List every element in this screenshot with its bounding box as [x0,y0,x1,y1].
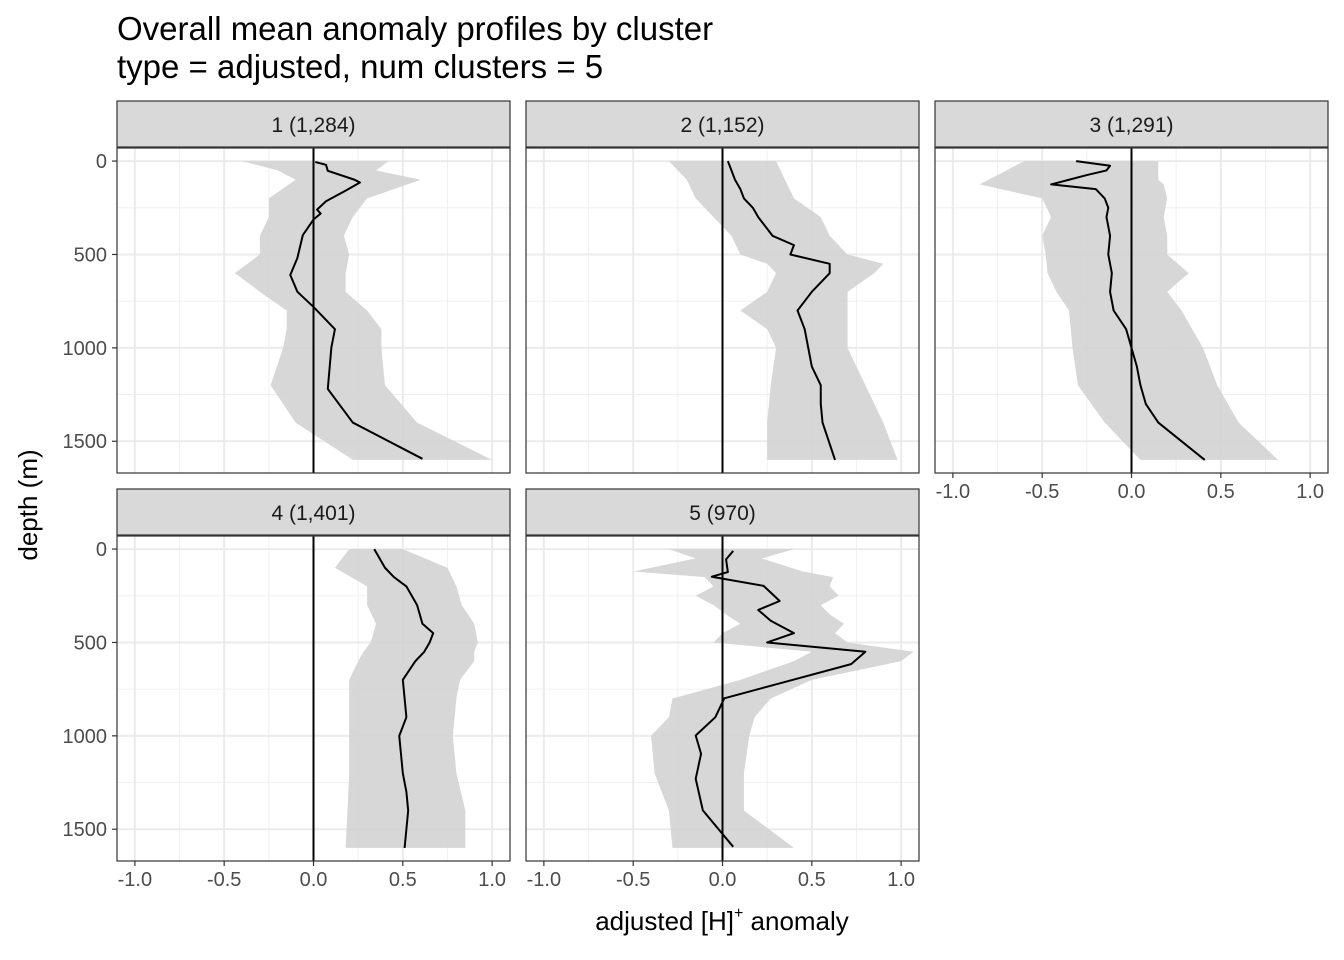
x-axis-title: adjusted [H]+ anomaly [595,905,849,936]
confidence-band [234,161,493,460]
confidence-band [334,549,478,848]
confidence-band [633,549,914,848]
x-tick-label: 0.0 [300,869,328,891]
x-tick-label: 1.0 [887,869,915,891]
confidence-band [668,161,898,460]
facet-panel: 2 (1,152) [525,100,920,474]
x-tick-label: 0.0 [1118,481,1146,503]
facet-panel: 3 (1,291) -1.0 -0.5 0.0 0.5 1.0 [934,100,1329,503]
facet-panel: 5 (970) -1.0 -0.5 0.0 0.5 1.0 [525,488,920,891]
y-tick-label: 1000 [63,338,108,360]
x-axis-title-sup: + [734,905,743,922]
y-tick-label: 500 [74,632,107,654]
x-tick-label: 0.5 [1207,481,1235,503]
y-tick-label: 1500 [63,819,108,841]
y-axis-title: depth (m) [13,449,43,560]
facet-panel: 1 (1,284) 0 500 1000 1500 [63,100,511,474]
panel-border [116,147,511,474]
y-tick-label: 1000 [63,726,108,748]
x-axis-title-suffix: anomaly [743,906,849,936]
mean-profile-line [1050,160,1206,461]
x-tick-label: 0.5 [389,869,417,891]
facet-strip [525,100,920,148]
x-tick-label: 0.0 [709,869,737,891]
mean-profile-line [726,160,836,461]
x-tick-label: 1.0 [478,869,506,891]
y-tick-label: 1500 [63,431,108,453]
x-axis-title-main: adjusted [H] [595,906,734,936]
facet-strip [116,100,511,148]
x-tick-label: -0.5 [616,869,650,891]
y-tick-label: 500 [74,244,107,266]
mean-profile-line [373,548,435,849]
y-tick-label: 0 [96,539,107,561]
mean-profile-line [289,161,423,460]
mean-profile-line [694,550,867,848]
facet-strip-label: 1 (1,284) [271,114,355,137]
facet-strip-label: 4 (1,401) [271,502,355,525]
confidence-band [979,161,1278,460]
x-tick-label: 0.5 [798,869,826,891]
facet-strip [525,488,920,536]
facet-strip-label: 5 (970) [689,502,756,525]
facet-strip-label: 3 (1,291) [1089,114,1173,137]
y-tick-label: 0 [96,151,107,173]
facet-panel: 4 (1,401) 0 500 1000 1500 -1.0 -0.5 0.0 0.5 1.0 [63,488,511,891]
x-tick-label: -1.0 [936,481,970,503]
panel-border [525,147,920,474]
x-tick-label: -1.0 [527,869,561,891]
x-tick-label: -0.5 [207,869,241,891]
x-tick-label: -0.5 [1025,481,1059,503]
facet-strip-label: 2 (1,152) [680,114,764,137]
facet-strip [934,100,1329,148]
x-tick-label: 1.0 [1296,481,1324,503]
facet-strip [116,488,511,536]
chart-subtitle: type = adjusted, num clusters = 5 [117,48,603,85]
chart-title: Overall mean anomaly profiles by cluster [117,10,713,47]
x-tick-label: -1.0 [118,869,152,891]
